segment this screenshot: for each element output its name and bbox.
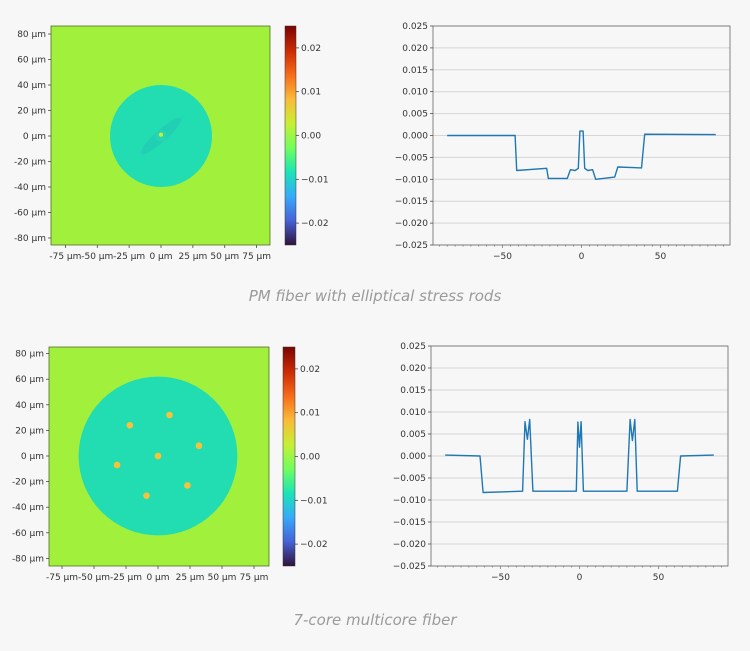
y-tick-label: −0.015 bbox=[393, 518, 426, 528]
x-tick-label: 75 µm bbox=[240, 573, 269, 583]
axes-frame bbox=[432, 25, 731, 246]
y-tick-label: −0.020 bbox=[393, 540, 427, 550]
fiber-core bbox=[166, 411, 173, 419]
y-tick-label: 0.000 bbox=[400, 452, 426, 462]
colorbar-tick-label: 0.01 bbox=[300, 409, 320, 419]
x-tick-label: 25 µm bbox=[178, 252, 207, 262]
y-tick-label: 40 µm bbox=[17, 81, 46, 91]
y-tick-label: −0.025 bbox=[395, 241, 428, 251]
y-tick-label: −0.025 bbox=[393, 562, 426, 572]
y-tick-label: 0 µm bbox=[21, 452, 44, 462]
y-tick-label: −0.010 bbox=[395, 175, 429, 185]
x-tick-label: -50 µm bbox=[81, 252, 113, 262]
y-tick-label: 0.020 bbox=[400, 364, 426, 374]
y-tick-label: −0.005 bbox=[393, 474, 426, 484]
y-tick-label: -80 µm bbox=[12, 554, 44, 564]
x-tick-label: 0 bbox=[579, 252, 585, 262]
line-chart: 0.025 0.020 0.015 0.010 0.005 0.000 −0.005 −0.0… bbox=[395, 22, 731, 262]
y-tick-label: 80 µm bbox=[17, 30, 46, 40]
colorbar-tick-label: 0.01 bbox=[301, 88, 321, 98]
y-tick-label: 0.015 bbox=[400, 386, 426, 396]
y-tick-label: 0.005 bbox=[402, 110, 428, 120]
fiber-core bbox=[158, 132, 164, 137]
y-tick-label: 40 µm bbox=[15, 401, 44, 411]
x-tick-label: -75 µm bbox=[46, 573, 78, 583]
colorbar-tick-label: −0.01 bbox=[301, 175, 329, 185]
y-tick-label: 0.020 bbox=[402, 44, 428, 54]
fiber-core bbox=[143, 492, 150, 500]
profile-series-line bbox=[445, 418, 714, 494]
fiber-core bbox=[195, 442, 203, 450]
caption-pm-fiber: PM fiber with elliptical stress rods bbox=[248, 287, 502, 305]
y-tick-label: 0.010 bbox=[400, 408, 426, 418]
y-tick-label: 0.000 bbox=[402, 132, 428, 142]
y-tick-label: 20 µm bbox=[17, 107, 46, 117]
line-chart: 0.025 0.020 0.015 0.010 0.005 0.000 −0.005 −0.0… bbox=[393, 342, 729, 583]
y-tick-label: -40 µm bbox=[12, 503, 44, 513]
fiber-core bbox=[154, 452, 162, 460]
x-tick-label: -50 µm bbox=[78, 573, 110, 583]
profile-series-line bbox=[447, 130, 716, 181]
y-tick-label: -40 µm bbox=[14, 183, 46, 193]
colorbar bbox=[284, 25, 297, 246]
x-tick-label: 50 µm bbox=[210, 252, 239, 262]
x-tick-label: −50 bbox=[493, 252, 512, 262]
y-tick-label: 0.015 bbox=[402, 66, 428, 76]
colorbar bbox=[282, 346, 296, 567]
y-tick-label: 20 µm bbox=[15, 426, 44, 436]
y-tick-label: 60 µm bbox=[15, 375, 44, 385]
heatmap-panel: 80 µm 60 µm 40 µm 20 µm 0 µm -20 µm -40 µm -60 … bbox=[14, 25, 329, 262]
axes-frame bbox=[430, 345, 729, 567]
x-tick-label: -75 µm bbox=[49, 252, 81, 262]
fiber-core bbox=[184, 482, 191, 489]
y-tick-label: -60 µm bbox=[12, 529, 44, 539]
colorbar-tick-label: −0.02 bbox=[301, 219, 329, 229]
x-tick-label: -25 µm bbox=[113, 252, 145, 262]
x-tick-label: 0 bbox=[577, 573, 583, 583]
y-tick-label: −0.020 bbox=[395, 219, 429, 229]
fiber-core bbox=[126, 421, 134, 429]
y-tick-label: 0.025 bbox=[400, 342, 426, 352]
colorbar-tick-label: −0.02 bbox=[300, 540, 328, 550]
colorbar-tick-label: 0.02 bbox=[300, 365, 320, 375]
x-tick-label: −50 bbox=[491, 573, 510, 583]
y-tick-label: 0.010 bbox=[402, 88, 428, 98]
y-tick-label: 0 µm bbox=[23, 132, 46, 142]
caption-multicore-fiber: 7-core multicore fiber bbox=[293, 611, 457, 629]
fiber-core bbox=[113, 461, 121, 469]
y-tick-label: -20 µm bbox=[12, 478, 44, 488]
x-tick-label: 0 µm bbox=[146, 573, 169, 583]
y-tick-label: 0.005 bbox=[400, 430, 426, 440]
colorbar-tick-label: 0.00 bbox=[300, 453, 320, 463]
y-tick-label: −0.010 bbox=[393, 496, 427, 506]
x-tick-label: 50 µm bbox=[208, 573, 237, 583]
colorbar-tick-label: 0.00 bbox=[301, 132, 321, 142]
heatmap-panel: 80 µm 60 µm 40 µm 20 µm 0 µm -20 µm -40 µm -60 … bbox=[12, 346, 328, 583]
y-tick-label: -80 µm bbox=[14, 234, 46, 244]
x-tick-label: 25 µm bbox=[176, 573, 205, 583]
y-tick-label: 60 µm bbox=[17, 56, 46, 66]
y-tick-label: -60 µm bbox=[14, 209, 46, 219]
colorbar-tick-label: −0.01 bbox=[300, 496, 328, 506]
x-tick-label: -25 µm bbox=[110, 573, 142, 583]
y-tick-label: -20 µm bbox=[14, 158, 46, 168]
x-tick-label: 50 bbox=[655, 252, 667, 262]
x-tick-label: 50 bbox=[653, 573, 665, 583]
y-tick-label: −0.005 bbox=[395, 153, 428, 163]
x-tick-label: 0 µm bbox=[149, 252, 172, 262]
y-tick-label: −0.015 bbox=[395, 197, 428, 207]
colorbar-tick-label: 0.02 bbox=[301, 44, 321, 54]
y-tick-label: 0.025 bbox=[402, 22, 428, 32]
x-tick-label: 75 µm bbox=[242, 252, 271, 262]
y-tick-label: 80 µm bbox=[15, 350, 44, 360]
